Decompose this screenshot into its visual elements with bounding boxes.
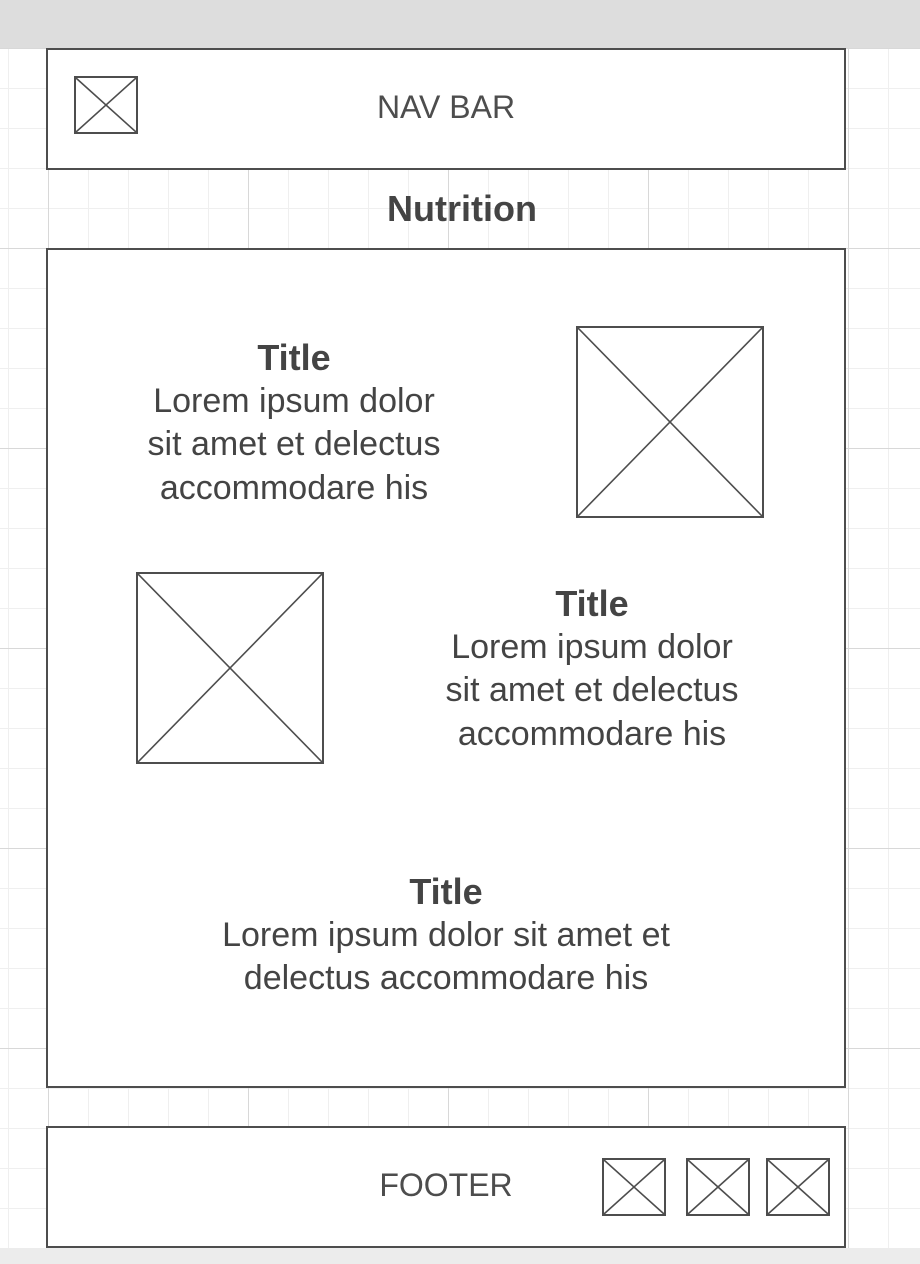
content-block-3: Title Lorem ipsum dolor sit amet et dele…	[146, 870, 746, 1001]
content-block-title: Title	[409, 871, 483, 912]
content-block-2: Title Lorem ipsum dolor sit amet et dele…	[392, 582, 792, 756]
image-placeholder-icon	[136, 572, 324, 764]
nav-logo-placeholder-icon[interactable]	[74, 76, 138, 134]
footer-icon-placeholder-icon[interactable]	[766, 1158, 830, 1216]
image-placeholder-icon	[576, 326, 764, 518]
nav-bar	[46, 48, 846, 170]
footer-label: FOOTER	[379, 1167, 513, 1203]
footer-icon-placeholder-icon[interactable]	[602, 1158, 666, 1216]
page-title: Nutrition	[387, 188, 537, 229]
content-block-title: Title	[555, 583, 629, 624]
content-block-body: Lorem ipsum dolor sit amet et delectus a…	[147, 381, 441, 507]
canvas-top-bar	[0, 0, 920, 48]
content-block-title: Title	[257, 337, 331, 378]
canvas-bottom-bar	[0, 1248, 920, 1264]
footer-icon-placeholder-icon[interactable]	[686, 1158, 750, 1216]
content-block-body: Lorem ipsum dolor sit amet et delectus a…	[222, 915, 670, 998]
content-block-body: Lorem ipsum dolor sit amet et delectus a…	[445, 627, 739, 753]
nav-bar-label: NAV BAR	[376, 89, 516, 125]
content-block-1: Title Lorem ipsum dolor sit amet et dele…	[94, 336, 494, 510]
